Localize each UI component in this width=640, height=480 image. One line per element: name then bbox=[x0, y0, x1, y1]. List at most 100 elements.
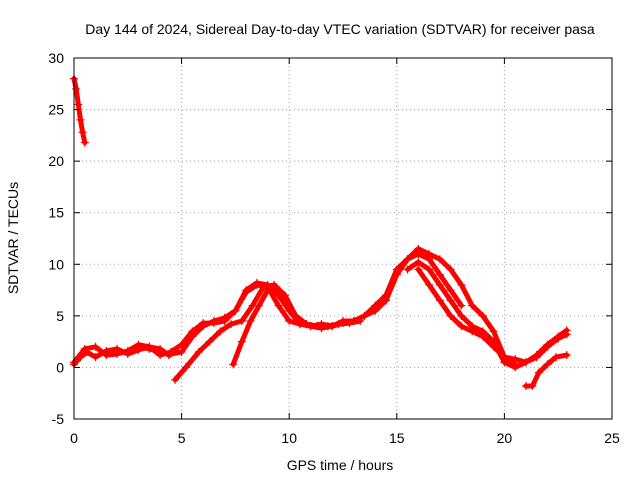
grid bbox=[74, 58, 612, 419]
data-point bbox=[435, 255, 444, 264]
x-axis: 0 5 10 15 20 25 bbox=[70, 58, 620, 446]
y-tick-label: 5 bbox=[56, 308, 64, 324]
chart-title: Day 144 of 2024, Sidereal Day-to-day VTE… bbox=[85, 21, 595, 37]
data-point bbox=[543, 360, 552, 369]
data-point bbox=[345, 319, 354, 328]
data-point bbox=[209, 317, 218, 326]
data-point bbox=[156, 347, 165, 356]
y-tick-label: 10 bbox=[48, 256, 64, 272]
data-point bbox=[403, 265, 412, 274]
data-point bbox=[80, 138, 89, 147]
data-point bbox=[457, 301, 466, 310]
data-point bbox=[371, 301, 380, 310]
data-point bbox=[457, 280, 466, 289]
data-point bbox=[177, 347, 186, 356]
series-band bbox=[405, 259, 570, 370]
data-point bbox=[521, 358, 530, 367]
data-point bbox=[528, 381, 537, 390]
data-point bbox=[205, 337, 214, 346]
data-point bbox=[562, 326, 571, 335]
x-tick-label: 10 bbox=[281, 430, 297, 446]
y-tick-label: 20 bbox=[48, 153, 64, 169]
data-point bbox=[360, 311, 369, 320]
data-point bbox=[457, 322, 466, 331]
data-point bbox=[403, 255, 412, 264]
data-point bbox=[446, 296, 455, 305]
data-point bbox=[291, 311, 300, 320]
x-tick-label: 15 bbox=[389, 430, 405, 446]
data-point bbox=[435, 270, 444, 279]
series-track-8 bbox=[414, 265, 520, 369]
data-point bbox=[123, 346, 132, 355]
series-band bbox=[230, 284, 320, 367]
data-point bbox=[554, 332, 563, 341]
data-point bbox=[323, 322, 332, 331]
data-point bbox=[511, 360, 520, 369]
data-point bbox=[425, 280, 434, 289]
data-point bbox=[272, 282, 281, 291]
x-tick-label: 25 bbox=[604, 430, 620, 446]
x-tick-label: 0 bbox=[70, 430, 78, 446]
series-band bbox=[71, 251, 464, 365]
data-point bbox=[446, 265, 455, 274]
data-point bbox=[134, 342, 143, 351]
data-point bbox=[500, 353, 509, 362]
data-point bbox=[543, 340, 552, 349]
y-axis-label: SDTVAR / TECUs bbox=[5, 182, 21, 294]
series-group bbox=[70, 74, 571, 390]
data-point bbox=[72, 84, 81, 93]
data-point bbox=[113, 350, 122, 359]
data-point bbox=[259, 282, 268, 291]
data-point bbox=[414, 244, 423, 253]
data-point bbox=[274, 301, 283, 310]
data-point bbox=[552, 353, 561, 362]
y-tick-label: 30 bbox=[48, 50, 64, 66]
data-point bbox=[414, 265, 423, 274]
data-point bbox=[489, 327, 498, 336]
data-point bbox=[255, 301, 264, 310]
y-tick-label: 0 bbox=[56, 359, 64, 375]
data-point bbox=[246, 317, 255, 326]
data-point bbox=[188, 332, 197, 341]
data-point bbox=[80, 344, 89, 353]
data-point bbox=[263, 286, 272, 295]
data-point bbox=[78, 128, 87, 137]
x-axis-label: GPS time / hours bbox=[287, 457, 394, 473]
y-axis: -5 0 5 10 15 20 25 30 bbox=[48, 50, 612, 427]
data-point bbox=[532, 351, 541, 360]
data-point bbox=[478, 332, 487, 341]
series-track-1 bbox=[70, 74, 89, 147]
data-point bbox=[468, 327, 477, 336]
x-tick-label: 20 bbox=[497, 430, 513, 446]
data-point bbox=[489, 342, 498, 351]
data-point bbox=[446, 286, 455, 295]
y-tick-label: -5 bbox=[52, 411, 65, 427]
data-point bbox=[435, 280, 444, 289]
y-tick-label: 25 bbox=[48, 102, 64, 118]
series-band bbox=[172, 282, 363, 383]
data-point bbox=[562, 351, 571, 360]
data-point bbox=[102, 351, 111, 360]
data-point bbox=[91, 353, 100, 362]
data-point bbox=[181, 363, 190, 372]
data-point bbox=[216, 327, 225, 336]
data-point bbox=[166, 350, 175, 359]
data-point bbox=[414, 258, 423, 267]
data-point bbox=[457, 311, 466, 320]
data-point bbox=[145, 344, 154, 353]
data-point bbox=[313, 322, 322, 331]
data-point bbox=[468, 301, 477, 310]
data-point bbox=[425, 249, 434, 258]
data-point bbox=[231, 306, 240, 315]
data-point bbox=[76, 115, 85, 124]
data-point bbox=[392, 265, 401, 274]
series-band bbox=[415, 266, 518, 367]
series-track-7 bbox=[403, 258, 571, 372]
data-point bbox=[382, 291, 391, 300]
plot-frame bbox=[73, 57, 613, 420]
series-track-6 bbox=[229, 282, 322, 369]
data-point bbox=[74, 100, 83, 109]
data-point bbox=[534, 368, 543, 377]
data-point bbox=[280, 291, 289, 300]
